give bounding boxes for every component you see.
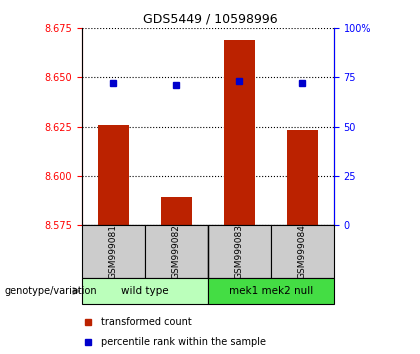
- Bar: [82, 278, 208, 304]
- Text: GSM999081: GSM999081: [109, 224, 118, 279]
- Text: wild type: wild type: [121, 286, 169, 296]
- Text: mek1 mek2 null: mek1 mek2 null: [229, 286, 313, 296]
- Bar: [145, 225, 208, 278]
- Text: GSM999084: GSM999084: [298, 224, 307, 279]
- Bar: [271, 225, 334, 278]
- Bar: [82, 225, 145, 278]
- Text: transformed count: transformed count: [101, 318, 192, 327]
- Text: percentile rank within the sample: percentile rank within the sample: [101, 337, 266, 347]
- Bar: [161, 197, 192, 225]
- Text: genotype/variation: genotype/variation: [4, 286, 97, 296]
- Bar: [208, 278, 334, 304]
- Text: GDS5449 / 10598996: GDS5449 / 10598996: [143, 12, 277, 25]
- Bar: [287, 131, 318, 225]
- Bar: [98, 125, 129, 225]
- Text: GSM999082: GSM999082: [172, 224, 181, 279]
- Text: GSM999083: GSM999083: [235, 224, 244, 279]
- Bar: [208, 225, 271, 278]
- Bar: [224, 40, 255, 225]
